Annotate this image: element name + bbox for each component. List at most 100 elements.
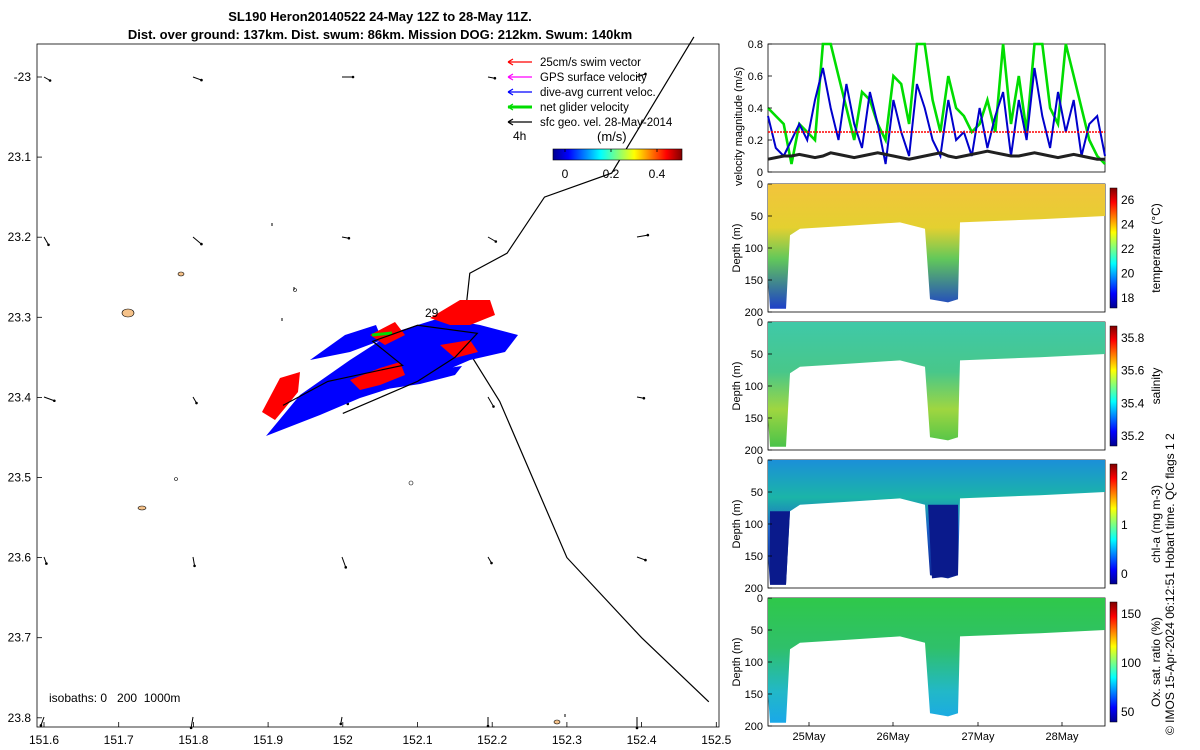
- velocity-y-tick-label: 0: [757, 167, 763, 179]
- section-colorbar-label: Ox. sat. ratio (%): [1149, 617, 1163, 707]
- legend-entry: GPS surface velocity: [540, 72, 647, 84]
- geo-velocity-arrowhead: [53, 399, 56, 403]
- map-x-tick-label: 152.1: [402, 733, 432, 747]
- map-y-tick-label: 23.4: [8, 390, 32, 404]
- geo-velocity-arrowhead: [48, 79, 52, 82]
- geo-velocity-arrow: [190, 716, 194, 728]
- geo-velocity-arrowhead: [200, 78, 203, 82]
- geo-velocity-arrow: [636, 556, 646, 561]
- annotation-4h: 4h: [513, 129, 526, 143]
- reef-outline: [137, 505, 147, 511]
- section-y-tick-label: 150: [745, 689, 763, 701]
- map-x-tick-label: 152.5: [701, 733, 731, 747]
- colorbar-tick-label: 0.4: [649, 167, 666, 181]
- velocity-y-tick-label: 0.8: [748, 39, 763, 51]
- legend-entry: sfc geo. vel. 28-May-2014: [540, 117, 673, 129]
- section-ylabel: Depth (m): [731, 638, 743, 687]
- velocity-y-ticks: 0 0.2 0.4 0.6 0.8: [748, 39, 772, 179]
- section-x-tick-label: 27May: [961, 731, 995, 743]
- geo-velocity-arrowhead: [646, 233, 650, 237]
- reef-outline: [553, 719, 561, 725]
- section-colorbar-tick-label: 150: [1121, 607, 1141, 621]
- section-colorbar-tick-label: 20: [1121, 267, 1135, 281]
- legend-entry: 25cm/s swim vector: [540, 57, 641, 69]
- section-colorbar-tick-label: 1: [1121, 518, 1128, 532]
- section-y-tick-label: 50: [751, 211, 763, 223]
- geo-velocity-arrowhead: [189, 726, 193, 730]
- colorbar-ticks: 0 0.2 0.4: [562, 149, 666, 181]
- geo-velocity-arrowhead: [486, 724, 490, 728]
- section-y-tick-label: 0: [757, 593, 763, 605]
- geo-velocity-arrowhead: [642, 396, 646, 400]
- section-ylabel: Depth (m): [731, 500, 743, 549]
- geo-velocity-arrow: [341, 556, 347, 568]
- geo-velocity-arrowhead: [644, 558, 647, 562]
- section-data-field: [768, 322, 1105, 447]
- section-panel: 0 50 100 150 200 Depth (m) 18 20 22 24 26 temperatu…: [731, 179, 1163, 319]
- map-y-tick-label: 23.7: [8, 631, 32, 645]
- velocity-series: [767, 42, 1106, 165]
- reef-outline: [408, 480, 414, 486]
- section-y-tick-label: 100: [745, 657, 763, 669]
- velocity-series-line: [767, 42, 1106, 165]
- map-x-ticks: 151.6 151.7 151.8 151.9 152 152.1 152.2 152.3 15…: [29, 722, 732, 747]
- legend-arrowhead: [507, 118, 514, 126]
- velocity-series-line: [767, 67, 1106, 165]
- section-colorbar-label: salinity: [1149, 368, 1163, 405]
- velocity-y-tick-label: 0.2: [748, 135, 763, 147]
- reef-outline: [293, 288, 297, 292]
- velocity-panel: 0 0.2 0.4 0.6 0.8 velocity magnitude (m/s): [733, 39, 1106, 186]
- colorbar-tick-label: 0: [562, 167, 569, 181]
- section-y-tick-label: 0: [757, 455, 763, 467]
- net-glider-velocity-vector: [371, 331, 393, 337]
- map-y-tick-label: 23.5: [8, 471, 32, 485]
- section-y-tick-label: 50: [751, 349, 763, 361]
- section-colorbar-tick-label: 50: [1121, 705, 1135, 719]
- swim-vector-bundle: [350, 362, 405, 390]
- map-y-tick-label: 23.3: [8, 310, 32, 324]
- map-panel: 151.6 151.7 151.8 151.9 152 152.1 152.2 152.3 15…: [8, 36, 732, 747]
- geo-velocity-arrowhead: [493, 76, 497, 80]
- geo-velocity-arrow: [192, 236, 202, 245]
- reef-outline: [177, 271, 185, 277]
- section-colorbar-tick-label: 22: [1121, 242, 1135, 256]
- geo-velocity-arrowhead: [200, 242, 203, 246]
- map-y-tick-label: -23: [14, 70, 32, 84]
- section-y-tick-label: 200: [745, 721, 763, 733]
- colorbar-tick-label: 0.2: [603, 167, 620, 181]
- section-y-tick-label: 50: [751, 625, 763, 637]
- section-y-tick-label: 100: [745, 243, 763, 255]
- section-deep-field: [770, 511, 790, 585]
- section-ylabel: Depth (m): [731, 224, 743, 273]
- map-x-tick-label: 151.8: [178, 733, 208, 747]
- section-y-tick-label: 200: [745, 583, 763, 595]
- glider-track: [282, 324, 479, 414]
- map-x-tick-label: 152.3: [552, 733, 582, 747]
- map-x-tick-label: 151.6: [29, 733, 59, 747]
- imos-credit: © IMOS 15-Apr-2024 06:12:51 Hobart time.…: [1163, 433, 1177, 735]
- geo-velocity-arrowhead: [344, 566, 348, 569]
- map-y-tick-label: 23.2: [8, 230, 32, 244]
- velocity-y-tick-label: 0.4: [748, 103, 763, 115]
- section-deep-field: [928, 504, 958, 579]
- chart-subtitle: Dist. over ground: 137km. Dist. swum: 86…: [127, 27, 633, 42]
- section-colorbar: [1109, 187, 1118, 309]
- geo-velocity-arrow: [636, 234, 648, 238]
- geo-velocity-arrow: [487, 396, 494, 407]
- section-y-tick-label: 150: [745, 275, 763, 287]
- legend-entry: net glider velocity: [540, 102, 629, 114]
- legend-arrowhead: [507, 88, 514, 96]
- geo-velocity-arrowhead: [492, 405, 495, 408]
- section-colorbar: [1109, 601, 1118, 723]
- section-y-tick-label: 200: [745, 445, 763, 457]
- annotation-29: 29: [425, 306, 439, 320]
- section-y-tick-label: 0: [757, 317, 763, 329]
- current-vector-swath: [310, 325, 382, 360]
- map-x-tick-label: 151.9: [253, 733, 283, 747]
- geo-velocity-arrowhead: [45, 562, 48, 565]
- geo-velocity-arrowhead: [644, 72, 647, 76]
- geo-velocity-arrow: [487, 236, 497, 242]
- section-colorbar-tick-label: 100: [1121, 656, 1141, 670]
- geo-velocity-arrowhead: [47, 243, 50, 247]
